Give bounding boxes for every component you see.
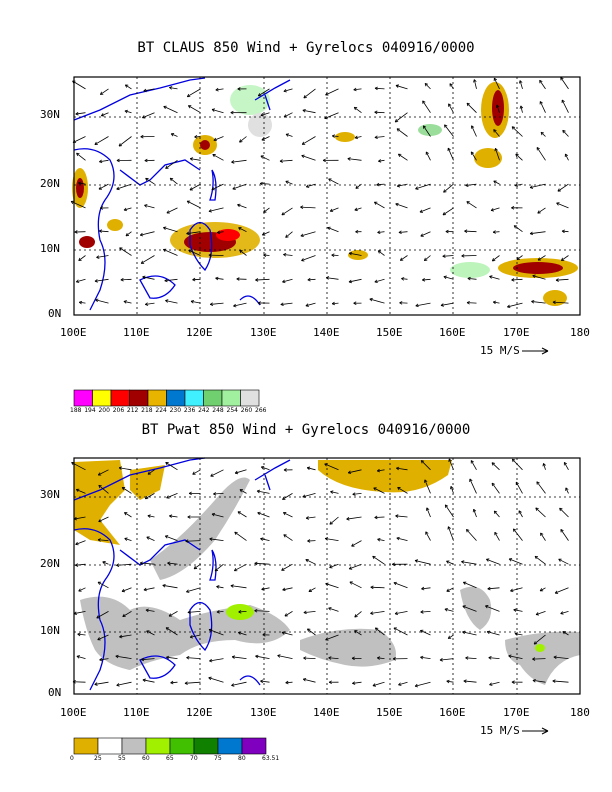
panel2-gridlines [74, 458, 580, 694]
colorbar-label: 254 [226, 407, 238, 414]
colorbar-label: 242 [198, 407, 210, 414]
colorbar-swatch [241, 737, 267, 755]
colorbar-swatch [193, 737, 219, 755]
colorbar-label: 194 [84, 407, 96, 414]
colorbar-swatch [73, 737, 99, 755]
panel1-xtick: 100E [60, 326, 87, 339]
colorbar-swatch [217, 737, 243, 755]
colorbar-swatch [203, 389, 223, 407]
panel2-xtick: 170E [503, 706, 530, 719]
panel2-wind-vectors [71, 458, 569, 688]
panel1-ytick: 0N [48, 307, 62, 320]
panel2-xtick: 110E [123, 706, 150, 719]
panel1-xtick: 170E [503, 326, 530, 339]
colorbar-label: 65 [166, 755, 174, 762]
panel1-xtick: 110E [123, 326, 150, 339]
colorbar-swatch [184, 389, 204, 407]
colorbar-swatch [145, 737, 171, 755]
panel2-coastlines [73, 457, 291, 691]
colorbar-swatch [121, 737, 147, 755]
panel1-xtick: 160E [439, 326, 466, 339]
colorbar-swatch [73, 389, 93, 407]
panel2-map [71, 457, 581, 695]
panel2-ytick: 10N [40, 624, 60, 637]
colorbar-label: 260 [240, 407, 253, 414]
panel2-pwat-fields [74, 460, 580, 685]
colorbar-label: 200 [98, 407, 110, 414]
panel1-ytick: 10N [40, 242, 60, 255]
colorbar-label: 236 [183, 407, 196, 414]
colorbar-label: 60 [142, 755, 150, 762]
colorbar-label: 63.51 [262, 755, 280, 762]
panel2-xtick: 130E [250, 706, 277, 719]
panel2-xtick: 120E [186, 706, 213, 719]
panel1-gridlines [74, 77, 580, 315]
panel2-title: BT Pwat 850 Wind + Gyrelocs 040916/0000 [141, 422, 471, 438]
colorbar-label: 266 [255, 407, 267, 414]
panel1-xtick: 120E [186, 326, 213, 339]
colorbar-swatch [166, 389, 186, 407]
panel2-xtick: 160E [439, 706, 466, 719]
panel2-colorbar [73, 737, 267, 755]
panel2-xtick: 140E [313, 706, 340, 719]
panel2-ytick: 30N [40, 488, 60, 501]
colorbar-swatch [221, 389, 241, 407]
panel2-reference-label: 15 M/S [480, 724, 520, 737]
panel2-xtick: 180 [570, 706, 590, 719]
colorbar-swatch [92, 389, 112, 407]
panel1-map [70, 76, 581, 316]
colorbar-label: 188 [70, 407, 82, 414]
colorbar-label: 25 [94, 755, 102, 762]
panel2-xtick: 100E [60, 706, 87, 719]
colorbar-label: 248 [212, 407, 224, 414]
colorbar-label: 80 [238, 755, 246, 762]
panel1-ytick: 20N [40, 177, 60, 190]
colorbar-label: 75 [214, 755, 222, 762]
panel1-ytick: 30N [40, 108, 60, 121]
colorbar-swatch [129, 389, 149, 407]
panel2-ytick: 0N [48, 686, 62, 699]
colorbar-label: 230 [169, 407, 182, 414]
panel1-xtick: 130E [250, 326, 277, 339]
colorbar-swatch [110, 389, 130, 407]
colorbar-label: 206 [112, 407, 125, 414]
colorbar-label: 0 [70, 755, 74, 762]
panel1-reference-label: 15 M/S [480, 344, 520, 357]
colorbar-label: 212 [126, 407, 139, 414]
panel1-xtick: 180 [570, 326, 590, 339]
colorbar-label: 218 [141, 407, 153, 414]
colorbar-label: 224 [155, 407, 167, 414]
panel2-ytick: 20N [40, 557, 60, 570]
panel2-xtick: 150E [376, 706, 403, 719]
panel1-xtick: 140E [313, 326, 340, 339]
panel1-title: BT CLAUS 850 Wind + Gyrelocs 040916/0000 [137, 40, 475, 56]
colorbar-swatch [97, 737, 123, 755]
colorbar-label: 70 [190, 755, 198, 762]
colorbar-swatch [169, 737, 195, 755]
panel1-colorbar [73, 389, 260, 407]
colorbar-label: 55 [118, 755, 126, 762]
colorbar-swatch [240, 389, 260, 407]
panel1-xtick: 150E [376, 326, 403, 339]
colorbar-swatch [147, 389, 167, 407]
